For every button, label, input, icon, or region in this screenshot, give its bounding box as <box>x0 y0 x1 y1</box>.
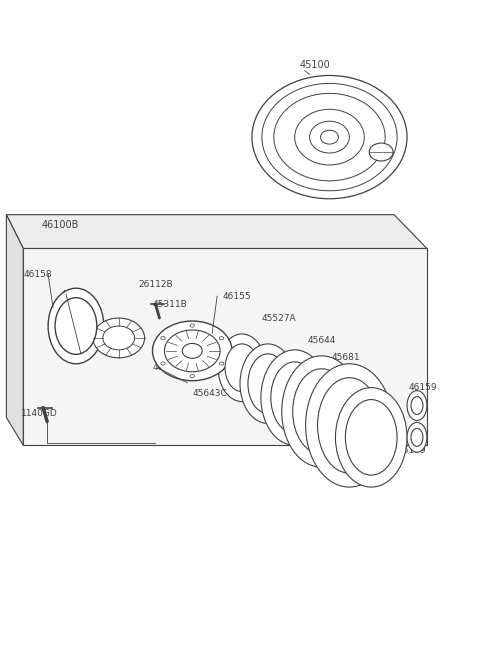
Text: 1140GD: 1140GD <box>21 409 58 418</box>
Text: 46158: 46158 <box>23 270 52 279</box>
Text: 45643C: 45643C <box>192 389 227 398</box>
Text: 46131: 46131 <box>61 290 90 298</box>
Ellipse shape <box>411 397 423 415</box>
Text: 45527A: 45527A <box>262 314 297 323</box>
Ellipse shape <box>165 330 220 372</box>
Text: 46155: 46155 <box>222 292 251 300</box>
Ellipse shape <box>182 343 202 358</box>
Text: 45651B: 45651B <box>361 445 396 454</box>
Ellipse shape <box>161 337 165 340</box>
Ellipse shape <box>240 344 296 423</box>
Ellipse shape <box>261 350 328 445</box>
Ellipse shape <box>153 321 232 380</box>
Ellipse shape <box>93 318 144 358</box>
Ellipse shape <box>336 388 407 487</box>
Ellipse shape <box>48 288 104 364</box>
Ellipse shape <box>318 378 381 473</box>
Ellipse shape <box>219 362 224 365</box>
Polygon shape <box>23 249 427 445</box>
Text: 46111A: 46111A <box>153 363 187 372</box>
Text: 46100B: 46100B <box>41 220 79 230</box>
Ellipse shape <box>55 298 97 354</box>
Ellipse shape <box>218 334 266 401</box>
Text: 46159: 46159 <box>397 446 426 455</box>
Ellipse shape <box>369 143 393 161</box>
Ellipse shape <box>248 354 288 413</box>
Text: 46159: 46159 <box>409 383 438 392</box>
Text: 45311B: 45311B <box>153 300 187 308</box>
Ellipse shape <box>407 422 427 452</box>
Polygon shape <box>6 215 427 249</box>
Ellipse shape <box>271 362 319 434</box>
Ellipse shape <box>252 75 407 199</box>
Ellipse shape <box>293 369 350 454</box>
Ellipse shape <box>407 390 427 420</box>
Ellipse shape <box>306 364 393 487</box>
Text: 45577A: 45577A <box>341 431 376 440</box>
Ellipse shape <box>190 324 194 327</box>
Ellipse shape <box>346 400 397 475</box>
Ellipse shape <box>282 356 361 467</box>
Text: 45247A: 45247A <box>63 304 97 313</box>
Text: 45681: 45681 <box>332 354 360 362</box>
Ellipse shape <box>411 428 423 446</box>
Ellipse shape <box>225 344 259 392</box>
Text: 45644: 45644 <box>308 337 336 346</box>
Ellipse shape <box>161 362 165 365</box>
Polygon shape <box>6 215 23 445</box>
Text: 45100: 45100 <box>299 60 330 70</box>
Ellipse shape <box>219 337 224 340</box>
Ellipse shape <box>103 326 134 350</box>
Ellipse shape <box>190 375 194 378</box>
Text: 26112B: 26112B <box>139 279 173 289</box>
